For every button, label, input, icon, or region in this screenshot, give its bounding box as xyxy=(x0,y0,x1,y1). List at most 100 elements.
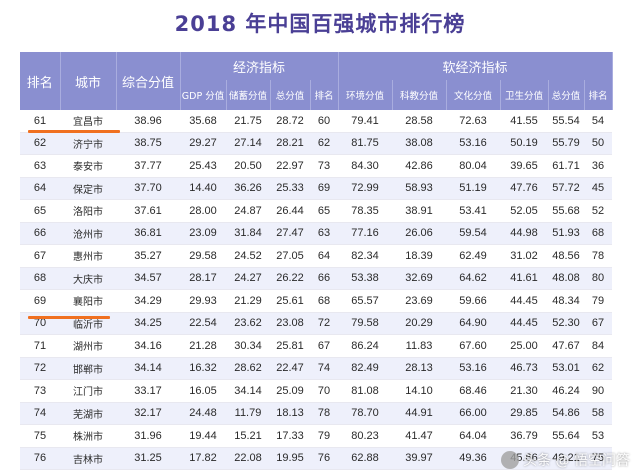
cell-econ-total: 28.72 xyxy=(270,110,310,133)
cell-soft-rank: 50 xyxy=(584,132,613,155)
cell-health: 21.30 xyxy=(500,379,549,403)
cell-gdp: 24.48 xyxy=(180,402,226,425)
cell-overall: 37.70 xyxy=(116,177,180,200)
cell-savings: 21.29 xyxy=(226,289,270,313)
cell-rank: 63 xyxy=(20,154,60,178)
cell-rank: 76 xyxy=(20,447,60,470)
cell-rank: 75 xyxy=(20,424,60,448)
watermark: 头条 @ 悟空问答 xyxy=(501,450,630,470)
cell-environment: 78.35 xyxy=(338,199,393,223)
cell-econ-total: 19.95 xyxy=(270,447,310,470)
cell-gdp: 16.05 xyxy=(180,379,226,403)
cell-rank: 68 xyxy=(20,267,60,290)
watermark-logo-icon xyxy=(501,451,520,469)
cell-culture: 64.62 xyxy=(446,267,501,290)
cell-soft-total: 55.68 xyxy=(548,199,585,223)
cell-health: 46.73 xyxy=(500,357,549,380)
cell-econ-total: 26.22 xyxy=(270,267,310,290)
col-environment-header: 环境分值 xyxy=(338,80,393,110)
cell-econ-total: 25.61 xyxy=(270,289,310,313)
cell-environment: 77.16 xyxy=(338,222,393,245)
cell-soft-rank: 53 xyxy=(584,424,613,448)
table-row: 73 江门市 33.17 16.05 34.14 25.09 70 81.08 14.10 68.… xyxy=(20,379,613,403)
cell-econ-rank: 62 xyxy=(310,132,339,155)
cell-health: 44.45 xyxy=(500,289,549,313)
cell-soft-rank: 54 xyxy=(584,110,613,133)
cell-rank: 61 xyxy=(20,110,60,133)
cell-rank: 72 xyxy=(20,357,60,380)
cell-savings: 31.84 xyxy=(226,222,270,245)
cell-city: 芜湖市 xyxy=(60,402,116,425)
col-overall-header: 综合分值 xyxy=(116,52,181,110)
cell-overall: 34.25 xyxy=(116,312,180,335)
cell-gdp: 29.27 xyxy=(180,132,226,155)
cell-overall: 35.27 xyxy=(116,244,180,268)
cell-gdp: 21.28 xyxy=(180,334,226,358)
cell-rank: 65 xyxy=(20,199,60,223)
table-row: 63 泰安市 37.77 25.43 20.50 22.97 73 84.30 42.86 80.… xyxy=(20,154,613,178)
cell-culture: 66.00 xyxy=(446,402,501,425)
cell-econ-total: 25.33 xyxy=(270,177,310,200)
cell-soft-rank: 67 xyxy=(584,312,613,335)
cell-soft-total: 55.79 xyxy=(548,132,585,155)
table-row: 74 芜湖市 32.17 24.48 11.79 18.13 78 78.70 44.91 66.… xyxy=(20,402,613,425)
cell-rank: 74 xyxy=(20,402,60,425)
cell-gdp: 23.09 xyxy=(180,222,226,245)
cell-econ-total: 22.47 xyxy=(270,357,310,380)
cell-environment: 82.49 xyxy=(338,357,393,380)
cell-culture: 59.54 xyxy=(446,222,501,245)
cell-econ-rank: 63 xyxy=(310,222,339,245)
cell-soft-rank: 68 xyxy=(584,222,613,245)
cell-education: 38.91 xyxy=(392,199,447,223)
cell-culture: 68.46 xyxy=(446,379,501,403)
cell-overall: 38.96 xyxy=(116,110,180,133)
cell-soft-rank: 52 xyxy=(584,199,613,223)
cell-savings: 27.14 xyxy=(226,132,270,155)
cell-econ-rank: 76 xyxy=(310,447,339,470)
cell-econ-rank: 66 xyxy=(310,267,339,290)
economic-group-header: 经济指标 xyxy=(180,52,339,80)
cell-savings: 15.21 xyxy=(226,424,270,448)
cell-gdp: 28.00 xyxy=(180,199,226,223)
cell-culture: 53.16 xyxy=(446,132,501,155)
cell-city: 宜昌市 xyxy=(60,110,116,133)
col-econ-total-header: 总分值 xyxy=(270,80,311,110)
col-soft-total-header: 总分值 xyxy=(548,80,585,110)
cell-education: 14.10 xyxy=(392,379,447,403)
cell-overall: 36.81 xyxy=(116,222,180,245)
cell-culture: 49.36 xyxy=(446,447,501,470)
cell-education: 58.93 xyxy=(392,177,447,200)
col-education-header: 科教分值 xyxy=(392,80,447,110)
cell-soft-total: 51.93 xyxy=(548,222,585,245)
cell-education: 42.86 xyxy=(392,154,447,178)
cell-soft-rank: 84 xyxy=(584,334,613,358)
cell-soft-total: 47.67 xyxy=(548,334,585,358)
col-city-header: 城市 xyxy=(60,52,117,110)
cell-soft-rank: 80 xyxy=(584,267,613,290)
cell-city: 大庆市 xyxy=(60,267,116,290)
cell-savings: 21.75 xyxy=(226,110,270,133)
cell-soft-total: 57.72 xyxy=(548,177,585,200)
cell-rank: 66 xyxy=(20,222,60,245)
watermark-text: 头条 @ 悟空问答 xyxy=(523,453,630,469)
cell-econ-rank: 69 xyxy=(310,177,339,200)
cell-soft-rank: 45 xyxy=(584,177,613,200)
cell-city: 洛阳市 xyxy=(60,199,116,223)
cell-gdp: 14.40 xyxy=(180,177,226,200)
cell-city: 邯郸市 xyxy=(60,357,116,380)
cell-environment: 86.24 xyxy=(338,334,393,358)
cell-environment: 72.99 xyxy=(338,177,393,200)
cell-overall: 37.61 xyxy=(116,199,180,223)
col-savings-header: 储蓄分值 xyxy=(226,80,271,110)
cell-soft-total: 61.71 xyxy=(548,154,585,178)
table-row: 71 湖州市 34.16 21.28 30.34 25.81 67 86.24 11.83 67.… xyxy=(20,334,613,358)
cell-soft-total: 55.64 xyxy=(548,424,585,448)
cell-soft-total: 55.54 xyxy=(548,110,585,133)
cell-econ-rank: 67 xyxy=(310,334,339,358)
ranking-table: 排名 城市 综合分值 经济指标 软经济指标 GDP 分值 储蓄分值 总分值 排名… xyxy=(20,52,613,470)
cell-econ-rank: 68 xyxy=(310,289,339,313)
cell-rank: 64 xyxy=(20,177,60,200)
table-row: 68 大庆市 34.57 28.17 24.27 26.22 66 53.38 32.69 64.… xyxy=(20,267,613,290)
cell-savings: 30.34 xyxy=(226,334,270,358)
cell-environment: 62.88 xyxy=(338,447,393,470)
